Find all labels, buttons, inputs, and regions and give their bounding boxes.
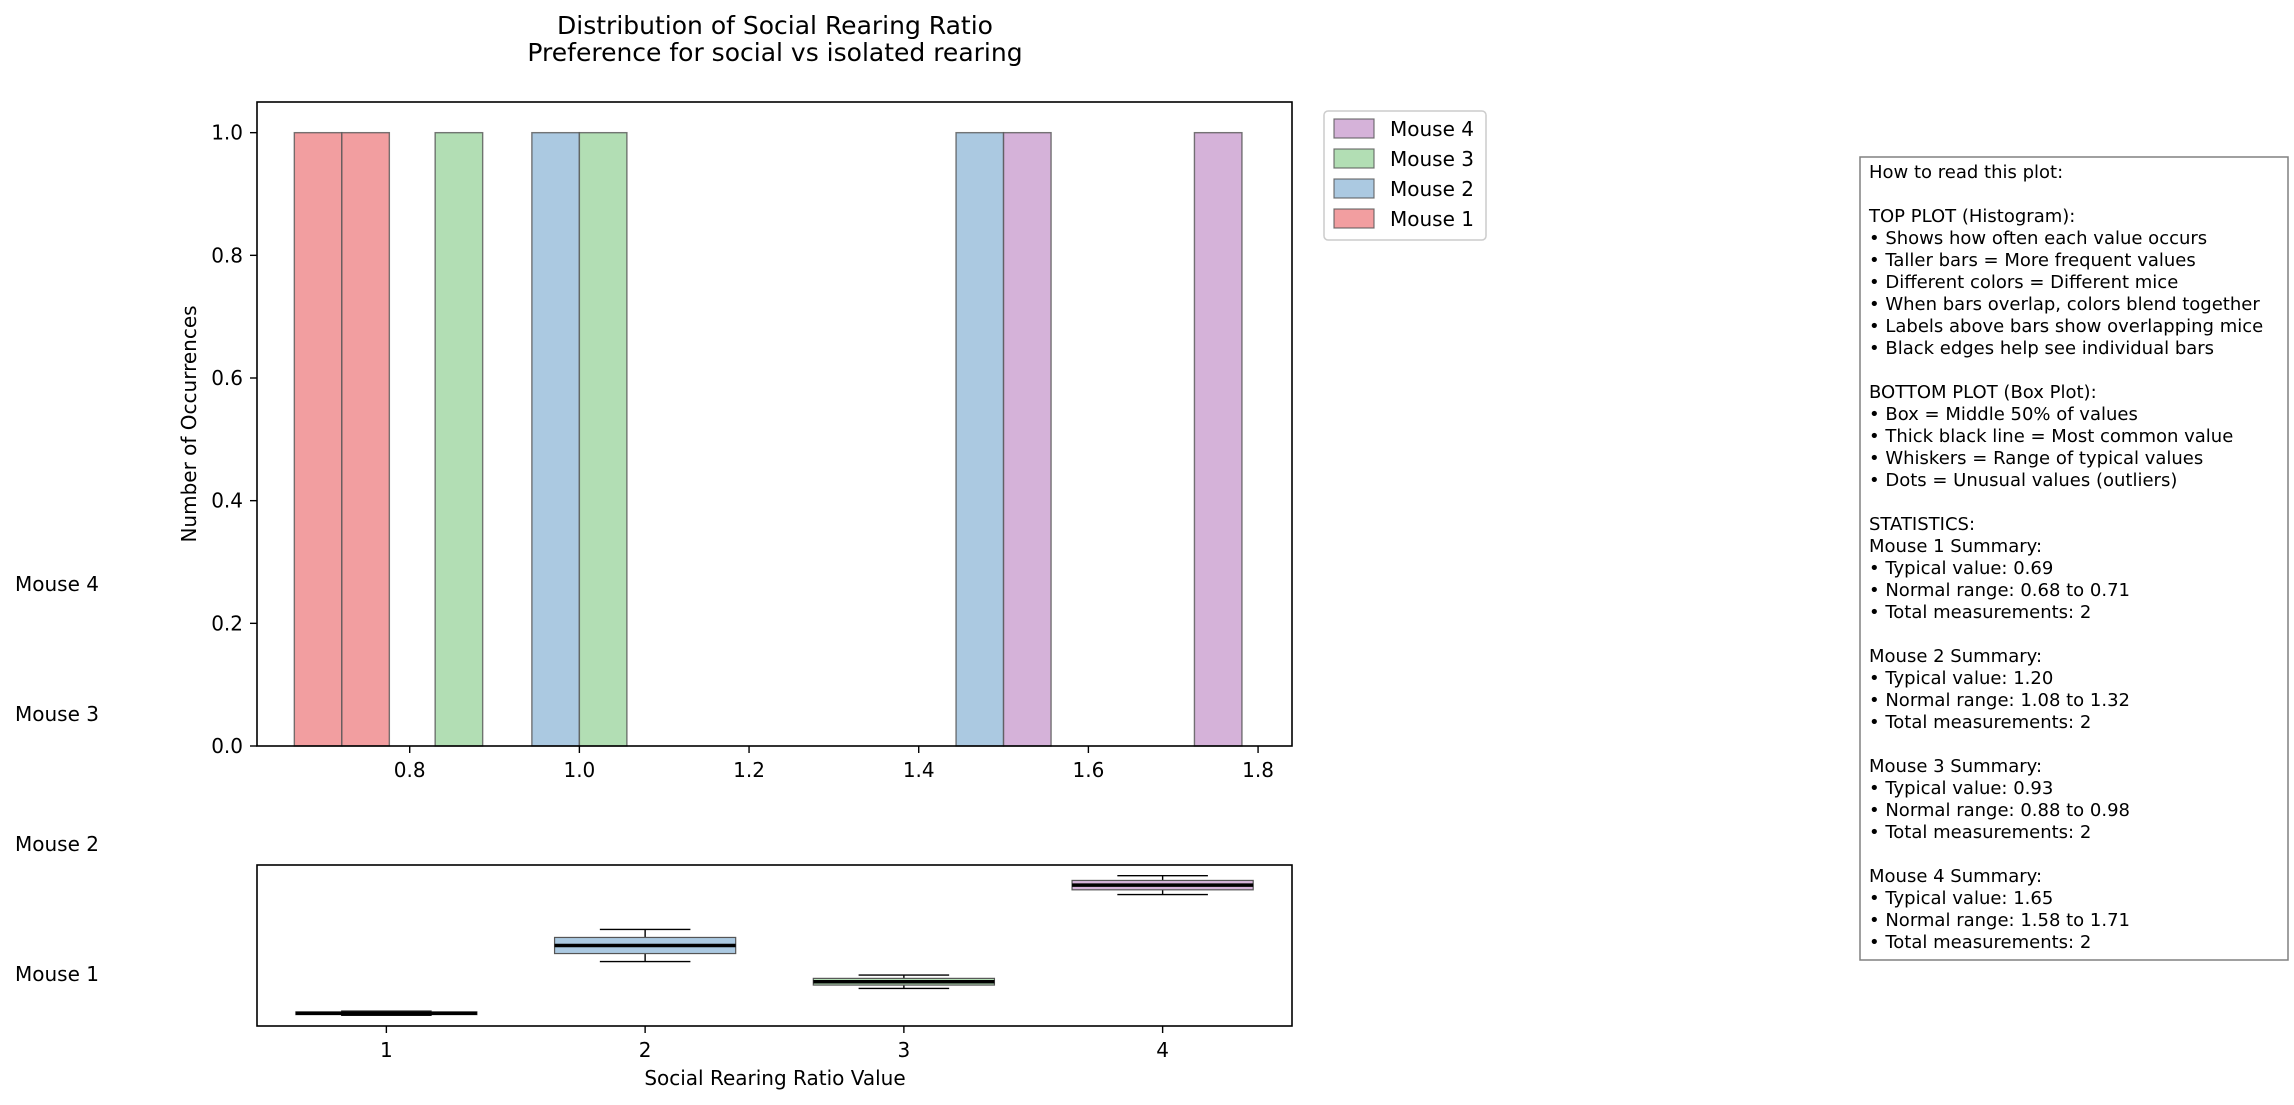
box-x-tick-label: 2: [639, 1038, 652, 1062]
histogram-frame: [256, 101, 1293, 747]
notes-line: • Different colors = Different mice: [1869, 272, 2178, 293]
y-tick-label: 0.4: [211, 489, 243, 513]
notes-line: Mouse 2 Summary:: [1869, 646, 2042, 667]
boxplot-boxes: [295, 875, 1254, 1016]
notes-line: • Normal range: 1.08 to 1.32: [1869, 690, 2130, 711]
boxplot-frame: [256, 864, 1293, 1027]
histogram-bar: [293, 131, 343, 747]
y-tick-label: 1.0: [211, 121, 243, 145]
y-tick-label: 0.2: [211, 611, 243, 635]
notes-line: • Normal range: 1.58 to 1.71: [1869, 910, 2130, 931]
x-tick-label: 1.6: [1072, 758, 1104, 782]
notes-line: • Black edges help see individual bars: [1869, 338, 2214, 359]
notes-line: • Normal range: 0.88 to 0.98: [1869, 800, 2130, 821]
histogram-bar: [1002, 131, 1052, 747]
legend-label: Mouse 1: [1390, 207, 1474, 231]
notes-line: Mouse 3 Summary:: [1869, 756, 2042, 777]
notes-line: • Typical value: 0.93: [1869, 778, 2053, 799]
notes-line: • Typical value: 1.20: [1869, 668, 2053, 689]
side-label: Mouse 3: [15, 702, 99, 726]
notes-line: • Labels above bars show overlapping mic…: [1869, 316, 2263, 337]
notes-line: • Total measurements: 2: [1869, 712, 2091, 733]
legend-label: Mouse 2: [1390, 177, 1474, 201]
y-tick-label: 0.0: [211, 734, 243, 758]
boxplot-item: [1071, 875, 1254, 896]
notes-line: • Total measurements: 2: [1869, 932, 2091, 953]
box-x-tick-label: 3: [898, 1038, 911, 1062]
side-label: Mouse 2: [15, 832, 99, 856]
notes-box: [1859, 156, 2289, 961]
histogram-bar: [341, 131, 391, 747]
notes-line: STATISTICS:: [1869, 514, 1975, 535]
legend-swatch: [1333, 178, 1375, 199]
side-label: Mouse 1: [15, 962, 99, 986]
notes-line: • Typical value: 0.69: [1869, 558, 2053, 579]
histogram-bar: [578, 131, 628, 747]
notes-line: • When bars overlap, colors blend togeth…: [1869, 294, 2260, 315]
notes-line: Mouse 1 Summary:: [1869, 536, 2042, 557]
notes-line: • Box = Middle 50% of values: [1869, 404, 2138, 425]
side-labels: Mouse 4 Mouse 3 Mouse 2 Mouse 1: [15, 572, 99, 986]
side-label: Mouse 4: [15, 572, 99, 596]
histogram-bar: [1193, 131, 1243, 747]
legend-swatch: [1333, 208, 1375, 229]
x-tick-label: 1.4: [903, 758, 935, 782]
legend: Mouse 4 Mouse 3 Mouse 2 Mouse 1: [1323, 110, 1487, 241]
notes-line: • Thick black line = Most common value: [1869, 426, 2233, 447]
legend-swatch: [1333, 148, 1375, 169]
notes-line: • Typical value: 1.65: [1869, 888, 2053, 909]
histogram-bars: [293, 131, 1243, 747]
notes-line: TOP PLOT (Histogram):: [1868, 206, 2075, 227]
boxplot-x-axis-title: Social Rearing Ratio Value: [644, 1066, 905, 1090]
notes-line: • Normal range: 0.68 to 0.71: [1869, 580, 2130, 601]
notes-line: • Whiskers = Range of typical values: [1869, 448, 2203, 469]
notes-line: • Shows how often each value occurs: [1869, 228, 2207, 249]
legend-frame: [1323, 110, 1487, 241]
boxplot-item: [295, 1010, 478, 1016]
x-tick-label: 0.8: [394, 758, 426, 782]
notes-line: • Total measurements: 2: [1869, 602, 2091, 623]
x-tick-label: 1.2: [733, 758, 765, 782]
notes-line: BOTTOM PLOT (Box Plot):: [1869, 382, 2097, 403]
legend-label: Mouse 3: [1390, 147, 1474, 171]
histogram-x-ticks: 0.8 1.0 1.2 1.4 1.6 1.8: [394, 746, 1274, 782]
notes-line: • Dots = Unusual values (outliers): [1869, 470, 2177, 491]
histogram-bar: [434, 131, 484, 747]
histogram-bar: [531, 131, 581, 747]
legend-label: Mouse 4: [1390, 117, 1474, 141]
histogram-bar: [955, 131, 1005, 747]
y-tick-label: 0.6: [211, 366, 243, 390]
notes-line: • Taller bars = More frequent values: [1869, 250, 2196, 271]
notes-text: How to read this plot: TOP PLOT (Histogra…: [1868, 162, 2263, 953]
notes-line: Mouse 4 Summary:: [1869, 866, 2042, 887]
chart-title: Distribution of Social Rearing Ratio: [557, 11, 993, 40]
boxplot-item: [812, 974, 996, 990]
x-tick-label: 1.8: [1242, 758, 1274, 782]
boxplot-x-ticks: 1 2 3 4: [380, 1026, 1169, 1062]
chart-subtitle: Preference for social vs isolated rearin…: [527, 38, 1022, 67]
y-tick-label: 0.8: [211, 243, 243, 267]
x-tick-label: 1.0: [563, 758, 595, 782]
histogram-y-axis-title: Number of Occurrences: [177, 305, 201, 542]
histogram-y-ticks: 0.0 0.2 0.4 0.6 0.8 1.0: [211, 121, 257, 758]
boxplot-item: [553, 928, 737, 963]
box-x-tick-label: 4: [1156, 1038, 1169, 1062]
box-x-tick-label: 1: [380, 1038, 393, 1062]
legend-items: Mouse 4 Mouse 3 Mouse 2 Mouse 1: [1333, 117, 1474, 231]
legend-swatch: [1333, 118, 1375, 139]
notes-line: • Total measurements: 2: [1869, 822, 2091, 843]
notes-line: How to read this plot:: [1869, 162, 2063, 183]
